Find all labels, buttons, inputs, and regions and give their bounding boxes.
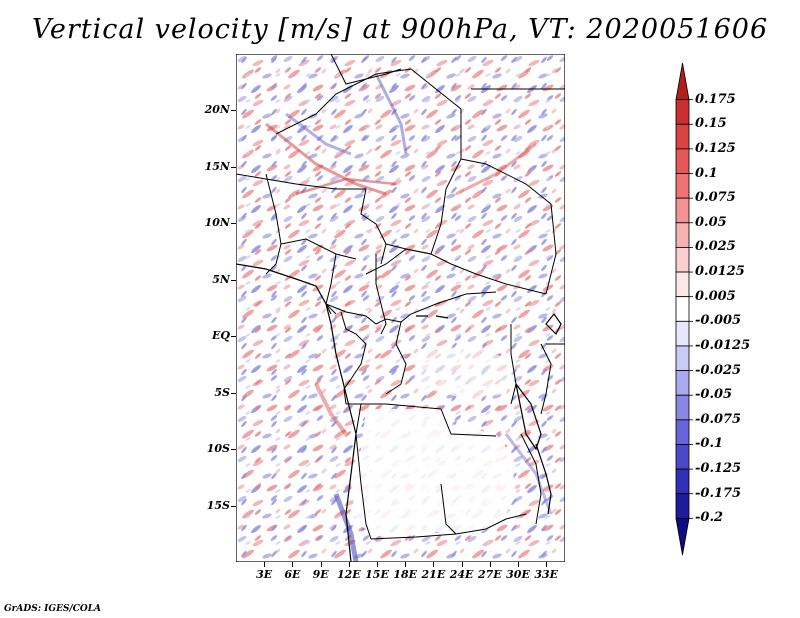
lat-tick-label: 15S — [206, 498, 230, 512]
colorbar-swatch — [675, 148, 690, 174]
lon-tick — [461, 562, 463, 567]
colorbar-label: -0.05 — [695, 387, 733, 403]
lon-tick — [292, 562, 294, 567]
lon-tick-label: 21E — [421, 568, 446, 581]
lon-tick-label: 30E — [506, 568, 530, 581]
colorbar-swatch — [675, 419, 690, 445]
lat-tick — [231, 110, 236, 112]
lat-tick-label: 20N — [204, 103, 230, 117]
colorbar-swatch — [675, 493, 690, 519]
lat-tick — [231, 505, 236, 507]
lon-tick — [377, 562, 378, 567]
lon-tick-label: 6E — [284, 568, 301, 581]
colorbar-label: 0.175 — [695, 91, 736, 107]
lon-tick-label: 24E — [449, 568, 474, 581]
colorbar-swatch — [675, 320, 690, 347]
colorbar-label: -0.0125 — [695, 337, 751, 353]
lat-tick-label: EQ — [212, 329, 230, 343]
lon-tick — [320, 562, 322, 567]
lon-tick-label: 33E — [534, 568, 559, 581]
lat-tick — [231, 223, 236, 225]
lat-tick — [231, 449, 236, 451]
colorbar-swatch — [675, 99, 690, 125]
colorbar-label: 0.125 — [695, 140, 736, 156]
lon-tick-label: 18E — [393, 568, 418, 581]
colorbar-label: -0.125 — [695, 461, 742, 477]
colorbar-label: -0.175 — [695, 485, 742, 501]
colorbar-label: 0.15 — [695, 116, 727, 132]
lat-tick — [231, 166, 236, 168]
lat-tick — [231, 279, 236, 281]
lat-tick-label: 10N — [204, 216, 230, 230]
colorbar-swatch — [675, 62, 690, 101]
colorbar-label: 0.0125 — [695, 264, 745, 280]
colorbar-swatch — [675, 394, 690, 421]
colorbar-swatch — [675, 123, 690, 150]
colorbar-swatch — [675, 271, 690, 298]
lon-tick — [433, 562, 435, 567]
colorbar-label: 0.075 — [695, 190, 736, 206]
colorbar-label: -0.005 — [695, 313, 742, 329]
colorbar-swatch — [675, 197, 690, 224]
colorbar-swatch — [675, 370, 690, 396]
coastlines — [236, 263, 562, 562]
lon-tick — [348, 562, 350, 567]
colorbar-label: -0.075 — [695, 411, 742, 427]
lon-tick — [405, 562, 407, 567]
colorbar-label: 0.005 — [695, 288, 736, 304]
colorbar-swatch — [675, 517, 690, 556]
lon-tick-label: 3E — [256, 568, 273, 581]
colorbar-swatch — [675, 345, 690, 371]
colorbar-swatch — [675, 247, 690, 273]
colorbar-label: 0.025 — [695, 239, 736, 255]
lon-tick-label: 27E — [477, 568, 502, 581]
chart-title: Vertical velocity [m/s] at 900hPa, VT: 2… — [31, 14, 769, 45]
map-plot-area — [236, 54, 565, 562]
lat-tick — [231, 392, 236, 394]
lat-tick — [231, 336, 236, 338]
lon-tick-label: 15E — [365, 568, 389, 581]
grads-credit: GrADS: IGES/COLA — [4, 604, 102, 614]
lat-tick-label: 10S — [206, 442, 230, 456]
lon-tick — [546, 562, 548, 567]
colorbar-swatch — [675, 296, 690, 322]
colorbar-label: -0.025 — [695, 362, 742, 378]
lat-tick-label: 15N — [204, 159, 230, 173]
colorbar-label: -0.1 — [695, 436, 724, 452]
country-borders — [236, 54, 565, 540]
lon-tick-label: 12E — [336, 568, 361, 581]
colorbar-label: 0.1 — [695, 165, 718, 181]
lon-tick — [489, 562, 491, 567]
lat-tick-label: 5S — [214, 385, 230, 399]
lat-tick-label: 5N — [212, 272, 230, 286]
colorbar-swatch — [675, 173, 690, 199]
colorbar-label: -0.2 — [695, 510, 724, 526]
lon-tick-label: 9E — [312, 568, 329, 581]
colorbar-swatch — [675, 444, 690, 470]
colorbar-swatch — [675, 222, 690, 248]
colorbar-label: 0.05 — [695, 214, 727, 230]
lon-tick — [264, 562, 266, 567]
colorbar-swatch — [675, 468, 690, 495]
lon-tick — [518, 562, 519, 567]
